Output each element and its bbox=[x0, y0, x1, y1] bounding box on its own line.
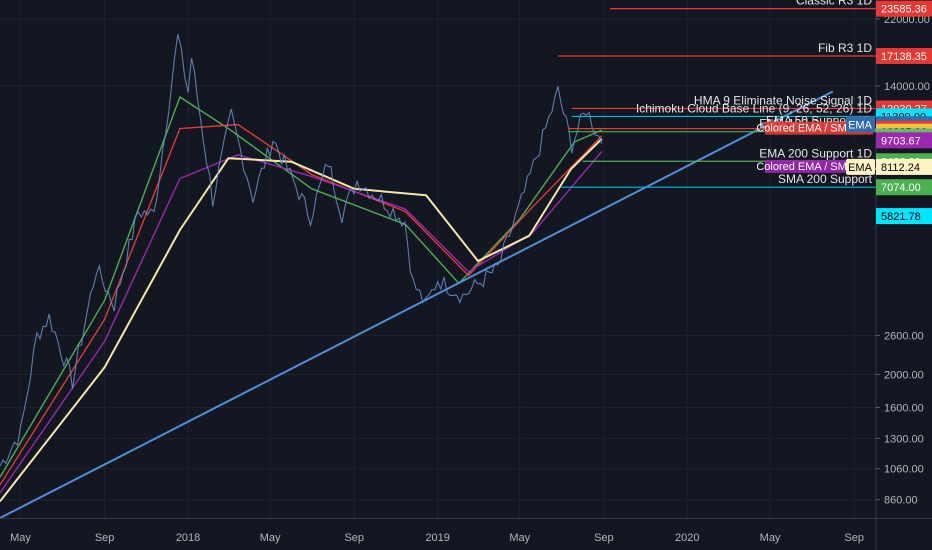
x-tick-label: 2020 bbox=[675, 532, 699, 544]
level-label: Fib R3 1D bbox=[818, 41, 872, 55]
y-tick-label: 1060.00 bbox=[884, 464, 924, 476]
x-tick-label: 2019 bbox=[425, 532, 449, 544]
time-axis[interactable]: May Sep 2018 May Sep 2019 May Sep 2020 May Sep bbox=[0, 518, 932, 545]
grid bbox=[0, 0, 876, 518]
ema-tag-bg bbox=[846, 158, 875, 175]
y-tick-label: 1300.00 bbox=[884, 433, 924, 445]
x-tick-label: May bbox=[760, 532, 781, 544]
x-tick-label: May bbox=[509, 532, 530, 544]
y-tick-label: 860.00 bbox=[884, 495, 918, 507]
price-badge: 23585.36 bbox=[881, 4, 927, 16]
ema-tag-bg bbox=[846, 116, 875, 133]
ema-tag: EMA bbox=[848, 162, 873, 174]
x-tick-label: May bbox=[260, 532, 281, 544]
price-axis[interactable]: 860.00 1060.00 1300.00 1600.00 2000.00 2600.0… bbox=[846, 0, 932, 550]
level-label: HMA 9 Eliminate Noise Signal 1D bbox=[694, 93, 872, 107]
ma-line-3 bbox=[0, 151, 603, 494]
level-label: SMA 200 Support bbox=[778, 172, 873, 186]
price-badge: 7074.00 bbox=[881, 182, 921, 194]
x-tick-label: 2018 bbox=[176, 532, 200, 544]
price-badge-bg bbox=[876, 208, 932, 225]
x-tick-label: May bbox=[10, 532, 31, 544]
price-badge: 5821.78 bbox=[881, 211, 921, 223]
price-badge: 8112.24 bbox=[881, 162, 920, 174]
x-tick-label: Sep bbox=[344, 532, 364, 544]
price-series bbox=[0, 34, 603, 467]
price-badge-bg bbox=[876, 158, 932, 175]
price-line bbox=[0, 34, 603, 467]
y-tick-label: 2600.00 bbox=[884, 331, 924, 343]
trendline-line bbox=[0, 90, 834, 519]
y-tick-label: 14000.00 bbox=[884, 81, 930, 93]
y-tick-label: 2000.00 bbox=[884, 370, 924, 382]
y-tick-label: 1600.00 bbox=[884, 403, 924, 415]
ma-line-1 bbox=[0, 96, 603, 478]
x-tick-label: Sep bbox=[844, 532, 864, 544]
x-tick-label: Sep bbox=[594, 532, 614, 544]
price-axis-bg bbox=[876, 0, 932, 550]
trendline bbox=[0, 90, 834, 519]
level-label: EMA 200 Support 1D bbox=[759, 146, 872, 160]
y-tick-label: 22000.00 bbox=[884, 14, 930, 26]
price-badge-bg bbox=[876, 47, 932, 64]
level-label: Classic R3 1D bbox=[796, 0, 872, 8]
level-label: Ichimoku Cloud Base Line (9, 26, 52, 26)… bbox=[636, 101, 872, 115]
ema-tag: EMA bbox=[848, 119, 873, 131]
x-tick-label: Sep bbox=[95, 532, 115, 544]
price-badge-bg bbox=[876, 132, 932, 149]
ma-line-4 bbox=[0, 138, 603, 503]
price-badge: 9703.67 bbox=[881, 135, 921, 147]
price-badge-bg bbox=[876, 179, 932, 196]
price-badge: 17138.35 bbox=[881, 51, 927, 63]
price-badge-bg bbox=[876, 0, 932, 17]
